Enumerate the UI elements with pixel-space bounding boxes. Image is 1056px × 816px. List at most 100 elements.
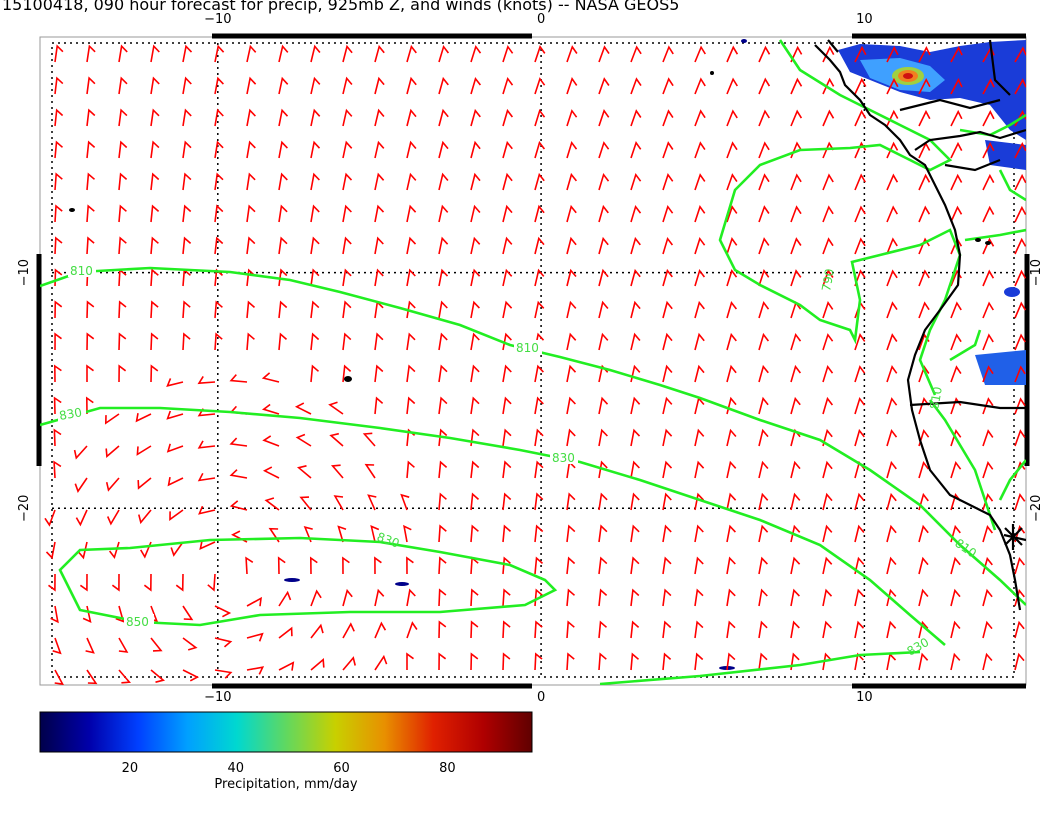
wind-barb xyxy=(758,492,769,511)
wind-barb xyxy=(982,492,994,511)
wind-barb xyxy=(886,269,898,287)
wind-barb xyxy=(790,492,801,511)
wind-barb xyxy=(86,108,96,127)
wind-barb xyxy=(534,140,546,159)
wind-barb xyxy=(950,620,961,639)
wind-barb xyxy=(198,505,216,515)
wind-barb xyxy=(886,141,899,159)
wind-barb xyxy=(310,140,321,159)
wind-barb xyxy=(438,588,447,607)
wind-barb xyxy=(790,620,800,639)
wind-barb xyxy=(502,620,511,639)
wind-barb xyxy=(53,364,62,383)
wind-barb xyxy=(1014,333,1026,351)
wind-barb xyxy=(470,492,480,511)
wind-barb xyxy=(118,204,127,223)
wind-barb xyxy=(1014,142,1026,159)
wind-barb xyxy=(1014,493,1026,511)
wind-barb xyxy=(598,77,610,95)
wind-barb xyxy=(246,300,256,319)
wind-barb xyxy=(86,364,94,382)
wind-barb xyxy=(214,204,224,223)
wind-barb xyxy=(950,109,963,127)
wind-barb xyxy=(822,205,834,223)
wind-barb xyxy=(118,332,127,351)
wind-barb xyxy=(278,44,289,63)
wind-barb xyxy=(534,492,544,511)
wind-barb xyxy=(598,460,608,479)
wind-barb xyxy=(630,556,640,575)
wind-barb xyxy=(534,524,544,543)
wind-barb xyxy=(502,76,514,95)
wind-barb xyxy=(598,492,608,511)
wind-barb xyxy=(502,364,512,383)
wind-barb xyxy=(694,428,705,447)
wind-barb xyxy=(918,588,929,607)
wind-barb xyxy=(111,573,120,592)
wind-barb xyxy=(630,588,640,607)
wind-barb xyxy=(950,173,963,191)
x-tick-label-top: 10 xyxy=(856,12,873,27)
wind-barb xyxy=(143,573,152,592)
wind-barb xyxy=(854,492,865,511)
wind-barb xyxy=(48,573,56,592)
wind-barb xyxy=(150,140,160,159)
wind-barb xyxy=(662,620,672,639)
wind-barb xyxy=(598,652,607,671)
wind-barb xyxy=(329,432,344,447)
wind-barb xyxy=(1014,237,1026,255)
wind-barb xyxy=(278,172,288,191)
wind-barb xyxy=(86,44,96,63)
wind-barb xyxy=(822,556,833,575)
wind-barb xyxy=(502,460,512,479)
wind-barb xyxy=(502,396,512,415)
wind-barb xyxy=(790,205,802,223)
wind-barb xyxy=(406,300,416,319)
wind-barb xyxy=(278,590,292,607)
wind-barb xyxy=(982,173,995,191)
wind-barb xyxy=(822,237,834,255)
wind-barb xyxy=(470,108,481,127)
wind-barb xyxy=(854,428,865,447)
wind-barb xyxy=(374,396,384,415)
wind-barb xyxy=(534,204,545,223)
wind-barb xyxy=(470,460,480,479)
wind-barb xyxy=(470,524,479,543)
wind-barb xyxy=(470,364,480,383)
wind-barb xyxy=(566,332,577,351)
contour-coastal xyxy=(928,113,1026,531)
wind-barb xyxy=(182,204,192,223)
wind-barb xyxy=(694,652,704,671)
wind-barb xyxy=(758,588,768,607)
wind-barb xyxy=(598,204,609,223)
wind-barb xyxy=(54,108,64,127)
wind-barb xyxy=(982,333,994,351)
wind-barb xyxy=(150,637,163,652)
wind-barb xyxy=(726,205,738,223)
wind-barb xyxy=(662,173,674,191)
wind-barb xyxy=(182,44,193,63)
wind-barb xyxy=(566,300,577,319)
wind-barb xyxy=(726,492,737,511)
wind-barb xyxy=(406,108,417,127)
wind-barb xyxy=(246,666,265,675)
wind-barb xyxy=(502,172,513,191)
colorbar-tick-label: 20 xyxy=(122,761,139,776)
wind-barb xyxy=(630,77,642,95)
contour-label: 830 xyxy=(552,451,575,465)
wind-barb xyxy=(53,460,62,479)
wind-barb xyxy=(77,541,88,560)
wind-barb xyxy=(86,76,96,95)
wind-barb xyxy=(229,500,248,511)
wind-barb xyxy=(310,623,324,639)
wind-barb xyxy=(150,236,159,255)
wind-barb xyxy=(950,652,961,671)
wind-barb xyxy=(950,301,962,319)
wind-barb xyxy=(982,205,995,223)
wind-barb xyxy=(886,492,897,511)
wind-barb xyxy=(1014,365,1026,383)
wind-barb xyxy=(662,556,672,575)
wind-barb xyxy=(822,460,833,479)
wind-barb xyxy=(886,301,898,319)
wind-barb xyxy=(214,637,233,648)
